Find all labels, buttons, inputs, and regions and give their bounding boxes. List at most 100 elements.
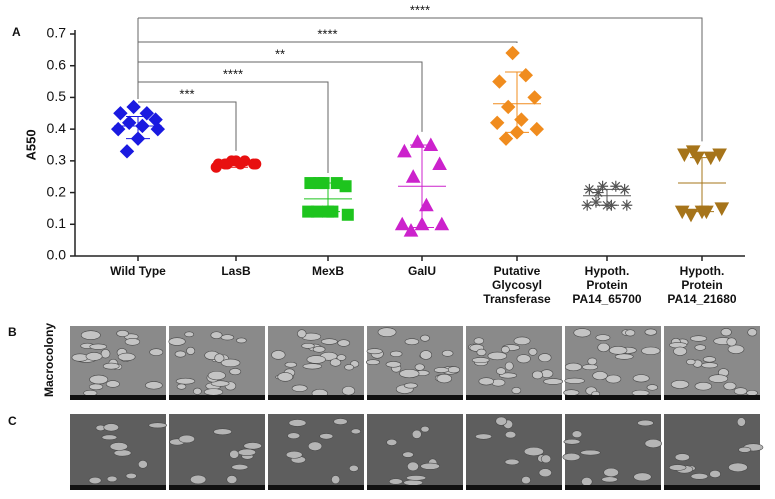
point xyxy=(150,121,166,137)
cell xyxy=(644,438,662,449)
point xyxy=(397,143,412,158)
cell xyxy=(220,334,235,341)
cell xyxy=(673,346,687,356)
cell xyxy=(80,330,101,340)
cell xyxy=(100,349,111,359)
cell xyxy=(538,468,552,478)
cell xyxy=(625,329,636,337)
cell xyxy=(407,461,419,472)
cell xyxy=(101,434,118,441)
cell xyxy=(595,334,611,341)
cell xyxy=(71,353,89,362)
cell xyxy=(301,342,315,349)
cell xyxy=(504,458,520,466)
cell xyxy=(109,442,128,451)
x-tick-label: Hypoth. xyxy=(585,264,630,278)
cell xyxy=(441,350,454,357)
x-tick-label: Transferase xyxy=(483,292,551,306)
cell xyxy=(736,417,746,427)
cell xyxy=(213,428,232,436)
point xyxy=(489,115,505,131)
scale-bar xyxy=(169,395,265,400)
cell xyxy=(402,451,414,458)
cell xyxy=(641,346,661,355)
cell xyxy=(690,473,709,480)
cell xyxy=(193,387,202,395)
cell xyxy=(312,346,326,353)
scale-bar xyxy=(367,395,463,400)
cell xyxy=(504,431,517,439)
cell xyxy=(88,476,102,485)
cell xyxy=(210,380,230,387)
y-tick-label: 0.3 xyxy=(47,152,67,168)
cell xyxy=(220,358,241,368)
cell xyxy=(231,464,249,471)
x-tick-label: Protein xyxy=(586,278,627,292)
x-tick-label: Hypoth. xyxy=(680,264,725,278)
cell xyxy=(563,438,581,445)
cell xyxy=(513,336,531,346)
significance-bracket xyxy=(138,101,237,151)
x-tick-label: Wild Type xyxy=(110,264,166,278)
cell xyxy=(404,338,420,346)
cell xyxy=(690,335,707,342)
cell xyxy=(302,363,323,370)
cell xyxy=(668,464,687,471)
cell xyxy=(337,339,351,347)
significance-label: ** xyxy=(275,46,285,61)
cell xyxy=(694,344,707,351)
cell xyxy=(447,366,461,374)
cell xyxy=(207,370,226,381)
cell xyxy=(103,423,119,432)
cell xyxy=(528,348,538,356)
cell xyxy=(184,331,194,338)
cell xyxy=(674,453,690,462)
point xyxy=(712,148,727,163)
cell xyxy=(229,368,242,376)
cell xyxy=(581,477,593,487)
scale-bar xyxy=(466,395,562,400)
cell xyxy=(116,329,129,338)
cell xyxy=(420,334,430,342)
cell xyxy=(214,353,225,363)
cell xyxy=(226,475,238,484)
scale-bar xyxy=(466,485,562,490)
cell xyxy=(102,362,120,370)
cell xyxy=(538,353,552,363)
cell xyxy=(580,449,601,456)
cell xyxy=(419,350,433,360)
panel-label: A xyxy=(12,25,21,39)
scale-bar xyxy=(367,485,463,490)
cell xyxy=(433,367,449,373)
cell xyxy=(720,328,732,337)
cell xyxy=(399,369,420,379)
point xyxy=(683,208,699,223)
significance-bracket xyxy=(138,81,329,174)
cell xyxy=(708,374,729,383)
significance-bracket xyxy=(138,17,703,142)
panel-label: B xyxy=(8,325,17,339)
cell xyxy=(496,367,506,375)
cell xyxy=(85,352,103,361)
significance-label: **** xyxy=(317,26,337,41)
cell xyxy=(178,434,195,444)
cell xyxy=(571,430,583,439)
cell xyxy=(738,446,752,453)
point xyxy=(527,90,542,105)
micrograph xyxy=(268,414,364,490)
cell xyxy=(471,357,490,364)
point xyxy=(419,197,434,212)
cell xyxy=(562,452,581,462)
cell xyxy=(694,381,712,391)
cell xyxy=(670,379,690,389)
point xyxy=(498,131,514,146)
y-tick-label: 0.4 xyxy=(47,120,67,136)
x-tick-label: LasB xyxy=(221,264,251,278)
cell xyxy=(597,342,610,353)
cell xyxy=(236,337,247,344)
cell xyxy=(563,389,580,396)
cell xyxy=(747,328,758,337)
cell xyxy=(89,343,107,350)
cell xyxy=(726,337,737,347)
cell xyxy=(287,432,301,440)
